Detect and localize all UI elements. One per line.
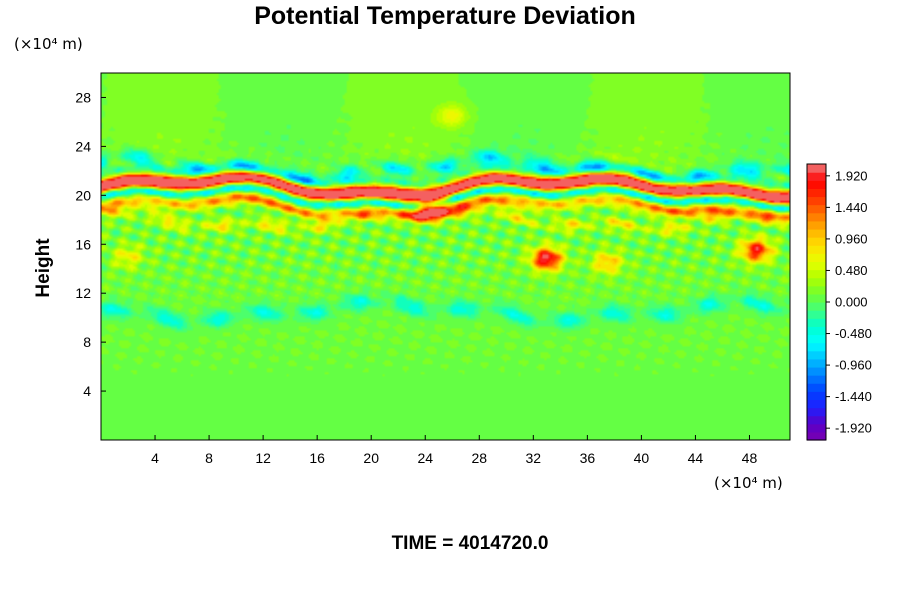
y-tick-label: 12: [75, 285, 91, 301]
colorbar-level: [807, 172, 826, 181]
colorbar-tick-label: -1.920: [835, 421, 872, 436]
colorbar: 1.920 1.440 0.960 0.480 0.000 -0.480 -0.960 -1.…: [806, 163, 872, 441]
colorbar-level: [807, 228, 826, 238]
colorbar-level: [807, 204, 826, 214]
colorbar-tick-label: 0.000: [835, 295, 868, 310]
colorbar-level: [807, 212, 826, 222]
x-axis-ticks: 4 8 12 16 20 24 28 32 36 40 44 48: [151, 435, 757, 466]
colorbar-level: [807, 342, 826, 352]
y-tick-label: 28: [75, 89, 91, 105]
y-tick-label: 8: [83, 334, 91, 350]
colorbar-level: [807, 383, 826, 392]
chart-title: Potential Temperature Deviation: [254, 2, 636, 30]
time-label: TIME = 4014720.0: [392, 533, 549, 554]
colorbar-level: [807, 220, 826, 230]
heatmap-field: [101, 73, 790, 440]
plot-frame: [100, 72, 791, 441]
colorbar-level: [807, 285, 826, 295]
colorbar-level: [807, 277, 826, 287]
y-axis-label: Height: [33, 238, 54, 298]
colorbar-tick-label: 0.960: [835, 231, 868, 246]
colorbar-tick-label: 0.480: [835, 263, 868, 278]
x-tick-label: 48: [742, 450, 758, 466]
x-tick-label: 12: [255, 450, 271, 466]
colorbar-tick-label: 1.920: [835, 168, 868, 183]
x-tick-label: 16: [309, 450, 325, 466]
plot-area: [100, 72, 791, 441]
colorbar-level: [807, 326, 826, 336]
x-tick-label: 36: [580, 450, 596, 466]
colorbar-level: [807, 407, 826, 417]
colorbar-level: [807, 358, 826, 368]
colorbar-level: [807, 431, 826, 441]
y-axis-ticks: 4 8 12 16 20 24 28: [75, 89, 106, 399]
colorbar-level: [807, 375, 826, 384]
colorbar-level: [807, 293, 826, 303]
x-tick-label: 44: [688, 450, 704, 466]
colorbar-tick-label: -0.480: [835, 326, 872, 341]
colorbar-level: [807, 350, 826, 360]
y-tick-label: 24: [75, 138, 91, 154]
colorbar-level: [807, 302, 826, 311]
x-tick-label: 28: [471, 450, 487, 466]
colorbar-level: [807, 269, 826, 279]
x-axis-unit-label: (×10⁴ m): [714, 474, 783, 492]
colorbar-level: [807, 310, 826, 319]
colorbar-level: [807, 391, 826, 401]
colorbar-level: [807, 423, 826, 433]
x-tick-label: 32: [526, 450, 542, 466]
y-tick-label: 4: [83, 383, 91, 399]
colorbar-level: [807, 245, 826, 254]
colorbar-level: [807, 180, 826, 189]
y-axis-unit-label: (×10⁴ m): [14, 35, 83, 53]
colorbar-tick-label: -1.440: [835, 389, 872, 404]
colorbar-level: [807, 164, 826, 173]
colorbar-level: [807, 366, 826, 376]
colorbar-level: [807, 334, 826, 344]
colorbar-level: [807, 253, 826, 263]
colorbar-level: [807, 415, 826, 425]
colorbar-tick-label: -0.960: [835, 358, 872, 373]
x-tick-label: 24: [417, 450, 433, 466]
colorbar-level: [807, 318, 826, 327]
colorbar-level: [807, 237, 826, 246]
colorbar-level: [807, 196, 826, 206]
colorbar-tick-label: 1.440: [835, 200, 868, 215]
colorbar-level: [807, 261, 826, 271]
x-tick-label: 20: [363, 450, 379, 466]
x-tick-label: 8: [205, 450, 213, 466]
colorbar-level: [807, 188, 826, 198]
x-tick-label: 40: [634, 450, 650, 466]
x-tick-label: 4: [151, 450, 159, 466]
colorbar-level: [807, 399, 826, 409]
y-tick-label: 20: [75, 187, 91, 203]
y-tick-label: 16: [75, 236, 91, 252]
